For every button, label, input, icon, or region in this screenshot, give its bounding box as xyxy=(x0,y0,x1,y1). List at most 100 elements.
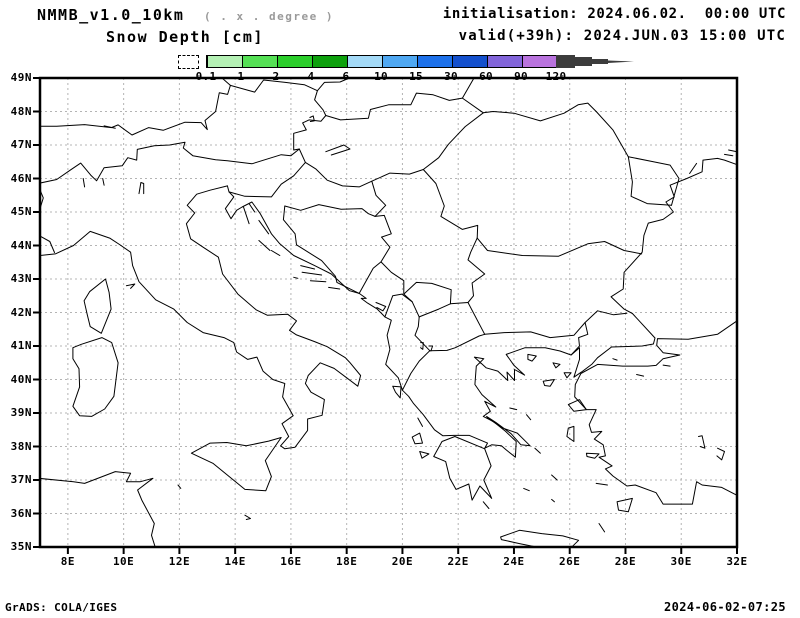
country-border xyxy=(467,302,486,335)
country-border xyxy=(298,148,424,188)
lon-label: 20E xyxy=(391,555,414,568)
islet xyxy=(724,153,734,157)
country-border xyxy=(476,237,643,257)
lon-label: 28E xyxy=(614,555,637,568)
island xyxy=(585,452,600,459)
islet xyxy=(534,447,541,454)
lat-label: 40N xyxy=(10,372,32,386)
colorbar-tick-label: 4 xyxy=(307,70,315,83)
country-border xyxy=(570,310,628,356)
colorbar-segment xyxy=(243,56,278,67)
islet xyxy=(551,474,558,481)
lake xyxy=(698,435,706,449)
islet xyxy=(598,523,606,533)
island xyxy=(72,337,119,417)
lat-label: 44N xyxy=(10,238,32,252)
islet xyxy=(293,276,299,279)
colorbar-tick-label: 0.1 xyxy=(195,70,217,83)
overflow-arrow-shape xyxy=(556,55,634,68)
country-border xyxy=(380,261,405,295)
map-layers xyxy=(40,78,737,547)
islet xyxy=(417,417,423,427)
island xyxy=(486,415,531,447)
lon-label: 16E xyxy=(280,555,302,568)
lon-label: 10E xyxy=(112,555,135,568)
lake xyxy=(662,364,671,367)
islet xyxy=(248,203,256,213)
lon-label: 22E xyxy=(447,555,469,568)
islet xyxy=(509,407,518,411)
lake xyxy=(138,182,145,195)
country-border xyxy=(403,281,452,305)
island xyxy=(567,399,587,412)
colorbar-tick-label: 2 xyxy=(272,70,280,83)
lake xyxy=(102,178,105,186)
islet xyxy=(125,283,136,289)
coastline xyxy=(224,157,737,458)
country-border xyxy=(282,205,360,294)
country-border xyxy=(40,78,351,136)
lake xyxy=(428,345,434,352)
map-frame xyxy=(38,76,739,549)
lon-label: 30E xyxy=(670,555,692,568)
colorbar-tick-label: 90 xyxy=(514,70,528,83)
colorbar-tick-label: 1 xyxy=(237,70,245,83)
plot-title: NMMB_v1.0_10km xyxy=(37,6,185,24)
lat-label: 38N xyxy=(10,439,32,453)
colorbar-tick-label: 30 xyxy=(444,70,458,83)
colorbar-tick-label: 60 xyxy=(479,70,493,83)
lake xyxy=(375,302,387,312)
country-border xyxy=(374,214,392,263)
islet xyxy=(595,482,608,486)
islet xyxy=(258,219,270,235)
island xyxy=(527,353,537,362)
colorbar-segment xyxy=(278,56,313,67)
island xyxy=(411,432,423,445)
colorbar-tick-label: 10 xyxy=(374,70,388,83)
lat-label: 36N xyxy=(10,506,32,520)
colorbar-overflow-arrow xyxy=(556,55,634,68)
colorbar-tick-label: 15 xyxy=(409,70,423,83)
lat-label: 43N xyxy=(10,272,32,285)
islet xyxy=(526,414,532,421)
islet xyxy=(243,206,250,225)
islet xyxy=(270,250,281,256)
islet xyxy=(482,501,490,509)
island xyxy=(563,372,572,379)
islet xyxy=(300,265,316,270)
country-border xyxy=(418,302,469,318)
country-border xyxy=(422,112,484,170)
lake xyxy=(636,374,645,377)
country-border xyxy=(414,316,431,352)
creation-timestamp: 2024-06-02-07:25 xyxy=(664,600,786,614)
island xyxy=(616,497,633,513)
island xyxy=(542,379,555,387)
colorbar-segment xyxy=(488,56,523,67)
country-border xyxy=(467,237,486,303)
lat-label: 49N xyxy=(10,71,32,84)
island xyxy=(392,385,402,399)
country-border xyxy=(284,204,376,217)
island xyxy=(552,362,561,369)
country-border xyxy=(358,261,382,294)
island xyxy=(566,425,575,442)
country-border xyxy=(422,169,479,239)
lat-label: 42N xyxy=(10,305,32,319)
lat-label: 46N xyxy=(10,171,32,185)
islet xyxy=(244,514,251,520)
colorbar-tick-label: 120 xyxy=(545,70,567,83)
lon-label: 18E xyxy=(335,555,358,568)
island xyxy=(500,529,580,547)
country-border xyxy=(325,78,475,121)
colorbar-segment xyxy=(418,56,453,67)
grads-credit: GrADS: COLA/IGES xyxy=(5,601,118,614)
island xyxy=(419,451,430,459)
coastline xyxy=(574,320,737,505)
colorbar-tick-label: 6 xyxy=(342,70,350,83)
colorbar-segment xyxy=(208,56,243,67)
lake xyxy=(82,178,86,188)
country-border xyxy=(461,97,672,206)
lon-label: 12E xyxy=(168,555,191,568)
